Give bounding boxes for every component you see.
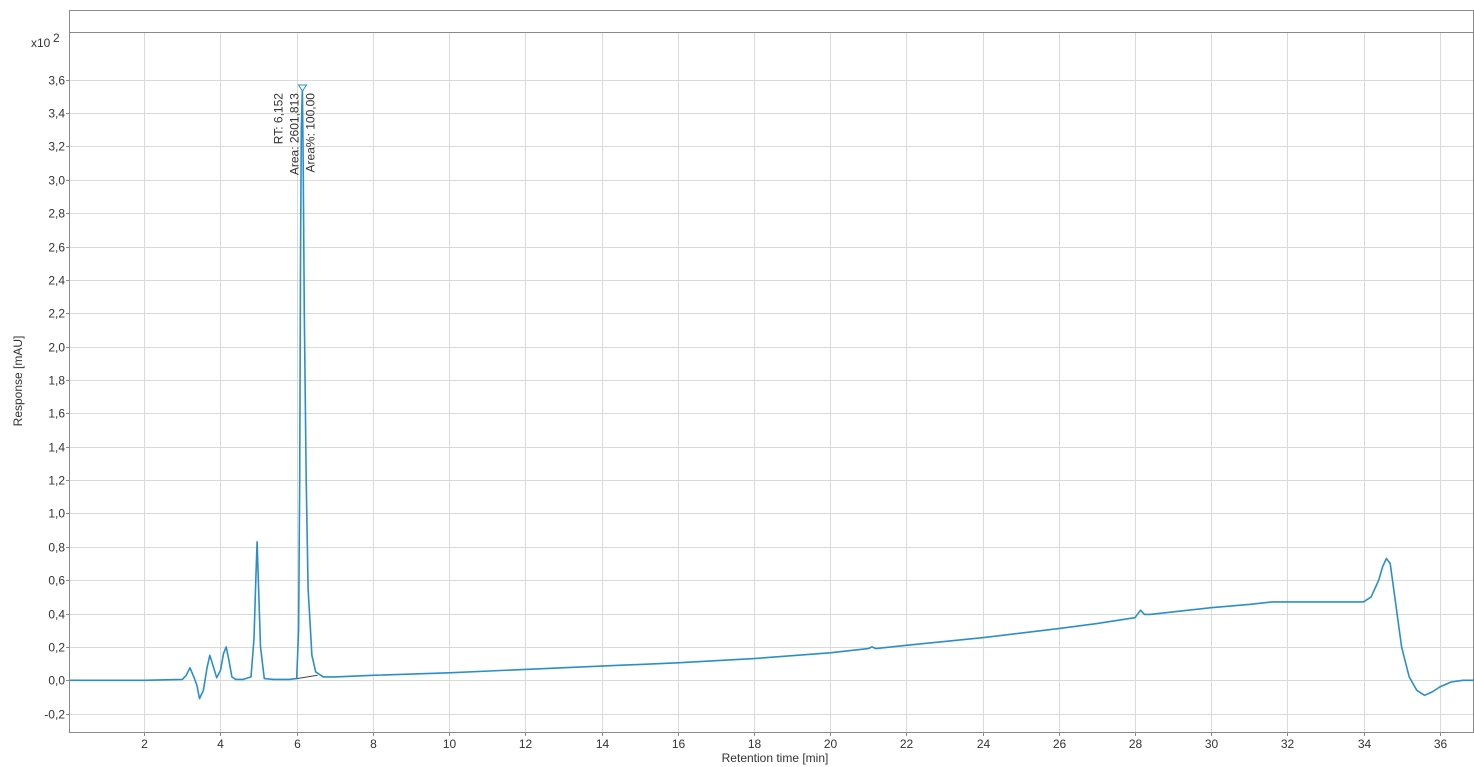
- y-tick-label: 3,6: [48, 74, 65, 88]
- y-tick-label: 0,8: [48, 541, 65, 555]
- peak-marker-icon: [297, 84, 308, 92]
- x-tick-label: 2: [141, 737, 148, 751]
- y-tick-label: 2,6: [48, 241, 65, 255]
- series-layer: [70, 87, 1474, 700]
- x-tick-label: 28: [1129, 737, 1143, 751]
- y-tick-label: 1,4: [48, 441, 65, 455]
- y-tick-label: 0,2: [48, 641, 65, 655]
- y-tick-label: 1,6: [48, 407, 65, 421]
- y-tick-label: 0,0: [48, 674, 65, 688]
- x-tick-label: 24: [977, 737, 991, 751]
- y-multiplier-exponent: 2: [53, 31, 60, 45]
- peak-label-line: Area%: 100,00: [303, 93, 317, 173]
- y-axis-ticks: -0,2 0,0 0,2 0,4 0,6 0,8 1,0 1,2 1,4 1,6 1,8 2,0 2,2…: [44, 74, 70, 722]
- x-tick-label: 16: [672, 737, 686, 751]
- x-tick-label: 34: [1358, 737, 1372, 751]
- x-tick-label: 10: [443, 737, 457, 751]
- x-tick-label: 22: [900, 737, 914, 751]
- y-tick-label: 3,0: [48, 174, 65, 188]
- y-tick-label: 2,0: [48, 341, 65, 355]
- x-tick-label: 12: [519, 737, 533, 751]
- y-tick-label: 3,4: [48, 107, 65, 121]
- y-tick-label: -0,2: [44, 708, 65, 722]
- x-tick-label: 4: [217, 737, 224, 751]
- peak-baseline: [296, 674, 318, 680]
- y-tick-label: 0,6: [48, 574, 65, 588]
- y-tick-label: 0,4: [48, 608, 65, 622]
- x-tick-label: 6: [294, 737, 301, 751]
- x-tick-label: 8: [370, 737, 377, 751]
- peak-annotation: RT: 6,152 Area: 2601,813 Area%: 100,00: [271, 84, 317, 175]
- x-axis-title: Retention time [min]: [722, 751, 829, 765]
- series-line: [70, 87, 1474, 700]
- y-axis-title: Response [mAU]: [11, 336, 25, 427]
- x-tick-label: 36: [1434, 737, 1448, 751]
- y-tick-label: 2,2: [48, 307, 65, 321]
- y-tick-label: 1,8: [48, 374, 65, 388]
- x-tick-label: 30: [1205, 737, 1219, 751]
- integration-baseline: [296, 674, 318, 680]
- x-tick-label: 18: [748, 737, 762, 751]
- peak-label-line: Area: 2601,813: [287, 93, 301, 175]
- x-tick-label: 14: [596, 737, 610, 751]
- x-axis-ticks: 2 4 6 8 10 12 14 16 18 20 22 24 26 28 30 32 34 36: [141, 732, 1447, 751]
- y-tick-label: 3,2: [48, 140, 65, 154]
- y-tick-label: 1,0: [48, 507, 65, 521]
- y-multiplier-label: x10: [31, 36, 51, 50]
- x-tick-label: 20: [824, 737, 838, 751]
- y-tick-label: 2,4: [48, 274, 65, 288]
- y-tick-label: 2,8: [48, 207, 65, 221]
- x-tick-label: 32: [1281, 737, 1295, 751]
- y-tick-label: 1,2: [48, 474, 65, 488]
- x-tick-label: 26: [1053, 737, 1067, 751]
- peak-label-line: RT: 6,152: [271, 93, 285, 144]
